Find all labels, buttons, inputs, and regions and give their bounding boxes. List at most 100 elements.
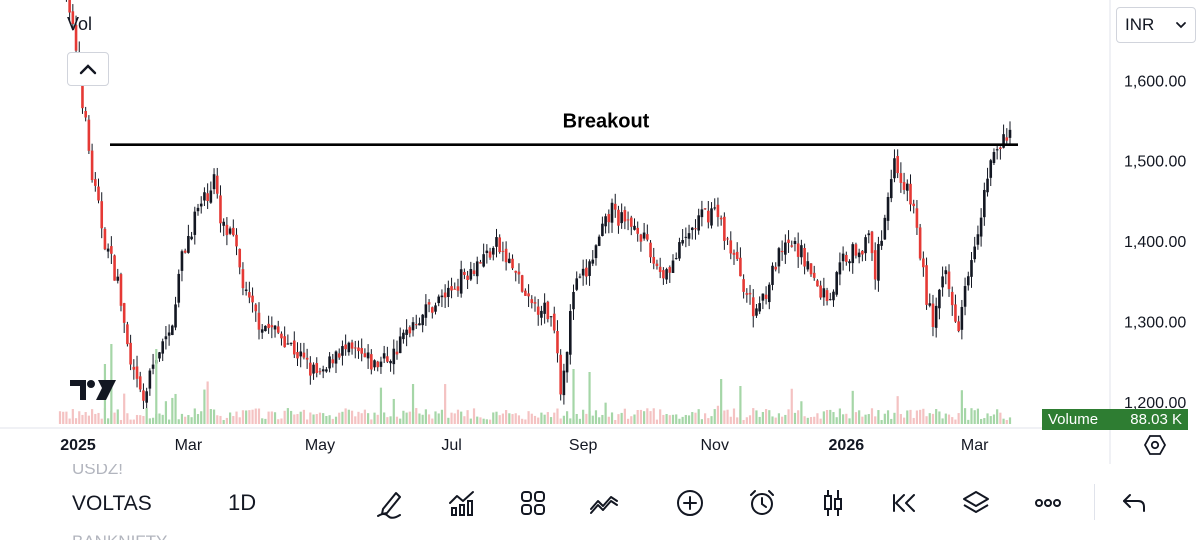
candle-body — [87, 119, 91, 151]
volume-bar — [200, 411, 203, 424]
volume-bar — [925, 416, 928, 424]
volume-bar — [585, 413, 588, 424]
volume-bar — [135, 414, 139, 424]
undo-button[interactable] — [1116, 485, 1152, 521]
candle — [626, 211, 630, 231]
candle — [963, 277, 967, 316]
candle-body — [427, 302, 431, 305]
candle-body — [604, 216, 607, 227]
candle — [524, 288, 527, 296]
candle-body — [360, 348, 363, 354]
symbol-next[interactable]: BANKNIFTY — [72, 531, 167, 540]
candle — [183, 248, 187, 254]
candle-body — [379, 361, 383, 367]
chart-settings-button[interactable] — [1140, 430, 1170, 460]
volume-bar — [752, 408, 755, 424]
candle — [662, 267, 665, 285]
price-chart[interactable]: Breakout 1,600.00 1,500.00 1,400.00 1,300.0… — [0, 0, 1200, 464]
candle-body — [527, 293, 530, 297]
symbol-current[interactable]: VOLTAS — [72, 492, 152, 515]
collapse-indicator-button[interactable] — [67, 52, 109, 86]
candle — [248, 281, 251, 304]
indicators-button[interactable] — [444, 485, 480, 521]
candle-body — [877, 244, 880, 281]
candle-body — [1005, 137, 1009, 141]
y-tick-label: 1,500.00 — [1124, 154, 1186, 171]
symbol-prev[interactable]: USDZ! — [72, 464, 123, 478]
candle-body — [922, 258, 925, 268]
volume-bar — [270, 411, 273, 424]
candle — [928, 293, 932, 308]
candle-body — [845, 254, 848, 262]
candle — [341, 340, 344, 366]
tradingview-logo — [70, 380, 116, 400]
candle — [347, 341, 351, 356]
volume-bar — [456, 409, 460, 424]
candle — [861, 250, 864, 262]
volume-spike-bar — [155, 349, 158, 424]
candle-body — [430, 307, 434, 313]
volume-bar — [620, 412, 623, 424]
candle-body — [684, 236, 688, 238]
candle — [106, 243, 110, 259]
drawing-tools-button[interactable] — [372, 485, 408, 521]
candle-body — [723, 216, 726, 241]
volume-bar — [832, 412, 835, 424]
candle — [187, 224, 190, 254]
volume-bar — [829, 409, 832, 424]
volume-bar — [639, 409, 643, 424]
candle-body — [745, 293, 749, 295]
layouts-button[interactable] — [515, 485, 551, 521]
volume-bar — [578, 418, 582, 424]
candle — [707, 200, 710, 229]
candle-body — [475, 261, 479, 277]
volume-bar — [886, 410, 890, 424]
candle-body — [110, 246, 113, 254]
volume-indicator-label[interactable]: Vol — [67, 14, 93, 34]
candle — [440, 289, 444, 308]
candle-body — [453, 288, 457, 290]
candle — [841, 246, 845, 271]
candle-body — [164, 336, 168, 340]
candle — [116, 268, 120, 284]
chart-type-button[interactable] — [815, 485, 851, 521]
volume-bar — [569, 418, 572, 424]
candle — [549, 315, 553, 327]
volume-bar — [601, 414, 604, 424]
candle-body — [389, 361, 392, 364]
replay-button[interactable] — [886, 485, 922, 521]
candle-body — [196, 207, 200, 212]
add-button[interactable] — [672, 485, 708, 521]
candle-body — [225, 224, 229, 236]
layers-button[interactable] — [958, 485, 994, 521]
candle-body — [585, 267, 588, 277]
volume-bar — [338, 412, 341, 424]
volume-bar — [177, 419, 180, 424]
candle-body — [905, 183, 909, 191]
volume-bar — [350, 410, 354, 424]
candle-body — [122, 303, 126, 323]
alerts-button[interactable] — [744, 485, 780, 521]
candle-body — [761, 293, 765, 301]
candle-body — [886, 197, 890, 221]
candle — [716, 197, 720, 227]
candle-body — [591, 259, 595, 264]
volume-bar — [437, 413, 440, 424]
candle — [883, 214, 887, 240]
interval-selector[interactable]: 1D — [228, 490, 257, 515]
currency-selector[interactable]: INR — [1116, 7, 1196, 43]
volume-bar — [180, 413, 184, 424]
volume-bar — [431, 418, 434, 424]
trend-line-button[interactable] — [586, 485, 622, 521]
more-dots-icon — [1035, 499, 1061, 507]
volume-bar — [565, 411, 569, 424]
volume-bar — [704, 413, 707, 424]
candle-body — [986, 178, 989, 193]
volume-bar — [819, 418, 822, 424]
candle — [344, 334, 347, 356]
candle — [970, 251, 973, 288]
candle-body — [828, 299, 832, 301]
volume-badge-label: Volume — [1048, 411, 1099, 428]
candle — [180, 249, 184, 282]
more-button[interactable] — [1030, 485, 1066, 521]
